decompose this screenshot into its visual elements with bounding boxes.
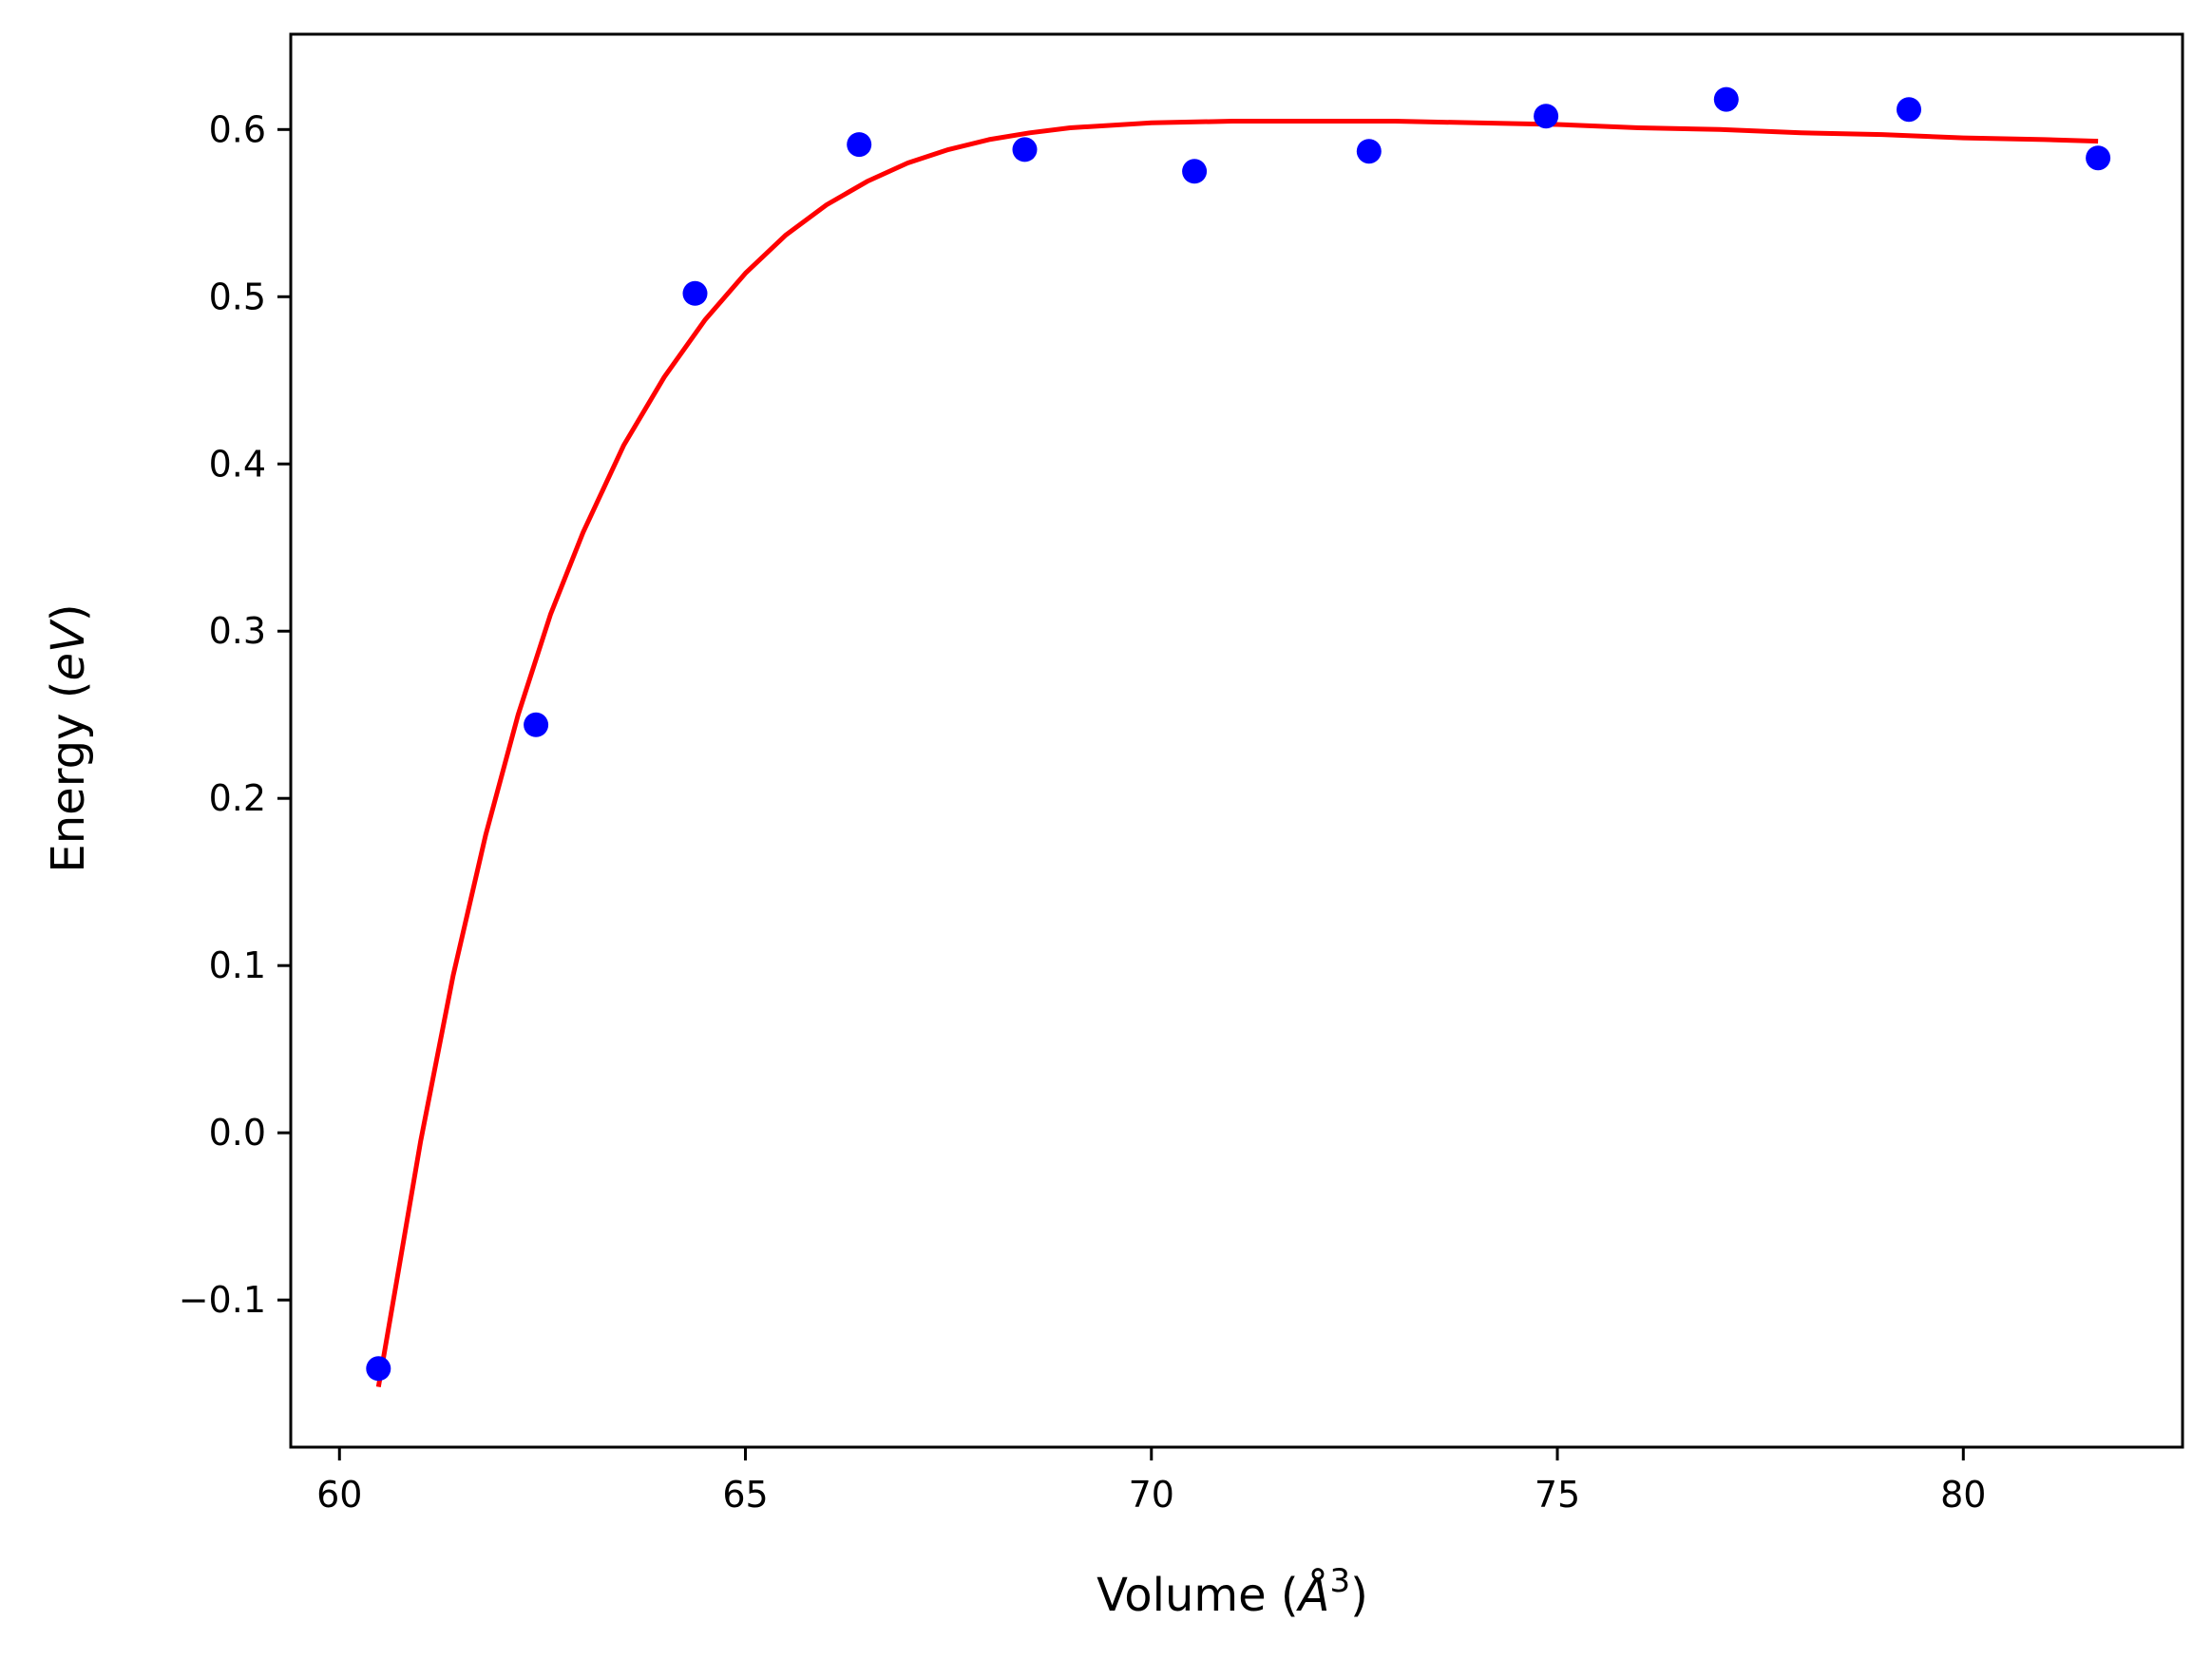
fit-curve-line [375, 119, 2099, 1388]
x-axis-label-unit: Å [1296, 1568, 1330, 1622]
y-tick-label: 0.5 [209, 276, 266, 317]
y-axis-label-unit: eV [42, 619, 95, 681]
data-point [847, 132, 872, 158]
y-tick-label: 0.0 [209, 1112, 266, 1154]
data-point [2086, 145, 2111, 171]
axes-layer: 60 65 70 75 80 −0.1 0.0 0.1 0.2 0.3 0.4 0.5 0.6 [179, 32, 2184, 1516]
data-point [1897, 97, 1921, 123]
y-tick-label: −0.1 [179, 1279, 266, 1321]
x-axis-label-close: ) [1350, 1569, 1368, 1622]
y-tick-label: 0.6 [209, 108, 266, 150]
fit-curve-layer [375, 119, 2099, 1388]
y-axis-label: Energy (eV) [42, 603, 95, 872]
x-tick-label: 60 [316, 1474, 362, 1516]
axes-frame [289, 32, 2184, 1449]
data-point [1534, 104, 1559, 129]
y-axis-label-close: ) [42, 603, 95, 621]
x-tick-label: 65 [722, 1474, 768, 1516]
x-tick-label: 70 [1129, 1474, 1174, 1516]
y-tick-label: 0.3 [209, 610, 266, 652]
plot-area [291, 34, 2183, 1447]
x-axis-label-text: Volume ( [1096, 1569, 1299, 1622]
y-tick-label: 0.1 [209, 944, 266, 986]
y-tick-label: 0.4 [209, 443, 266, 485]
x-tick-label: 75 [1535, 1474, 1580, 1516]
data-point [1713, 86, 1739, 112]
data-point [1356, 139, 1382, 164]
y-axis-label-text: Energy ( [42, 681, 95, 873]
data-points-layer [366, 86, 2111, 1382]
data-point [366, 1356, 391, 1382]
plot-background [291, 34, 2183, 1447]
data-point [1182, 159, 1208, 184]
x-tick-label: 80 [1940, 1474, 1986, 1516]
data-point [524, 712, 549, 737]
x-axis-label-exponent: 3 [1329, 1562, 1350, 1600]
x-axis-label: Volume (Å3) [1096, 1562, 1368, 1622]
y-tick-label: 0.2 [209, 777, 266, 819]
data-point [1012, 137, 1038, 162]
data-point [682, 280, 708, 306]
